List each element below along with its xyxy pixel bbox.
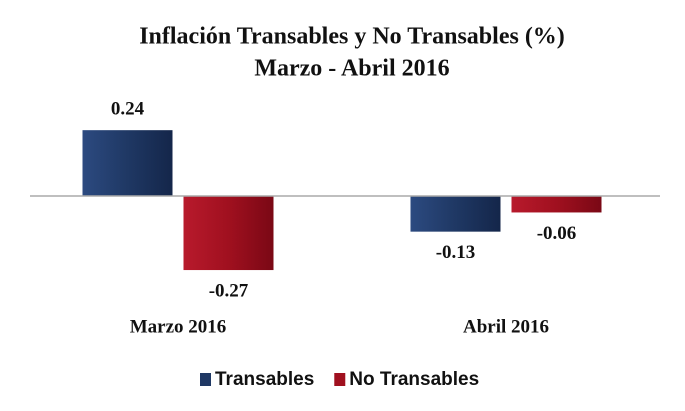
- legend-label: Transables: [215, 369, 314, 390]
- data-label: -0.27: [209, 280, 249, 301]
- data-label: -0.13: [436, 242, 476, 263]
- bar: [82, 130, 173, 196]
- legend-swatch: [334, 373, 346, 386]
- data-label: 0.24: [111, 99, 145, 120]
- legend-label: No Transables: [349, 369, 479, 390]
- data-label: -0.06: [537, 223, 577, 244]
- chart-subtitle: Marzo - Abril 2016: [254, 56, 449, 82]
- chart-title: Inflación Transables y No Transables (%): [139, 24, 565, 50]
- bar: [511, 196, 602, 213]
- x-tick-label: Abril 2016: [463, 316, 549, 337]
- bar: [183, 196, 274, 271]
- bar: [410, 196, 501, 232]
- x-tick-label: Marzo 2016: [130, 316, 227, 337]
- legend-swatch: [200, 373, 211, 386]
